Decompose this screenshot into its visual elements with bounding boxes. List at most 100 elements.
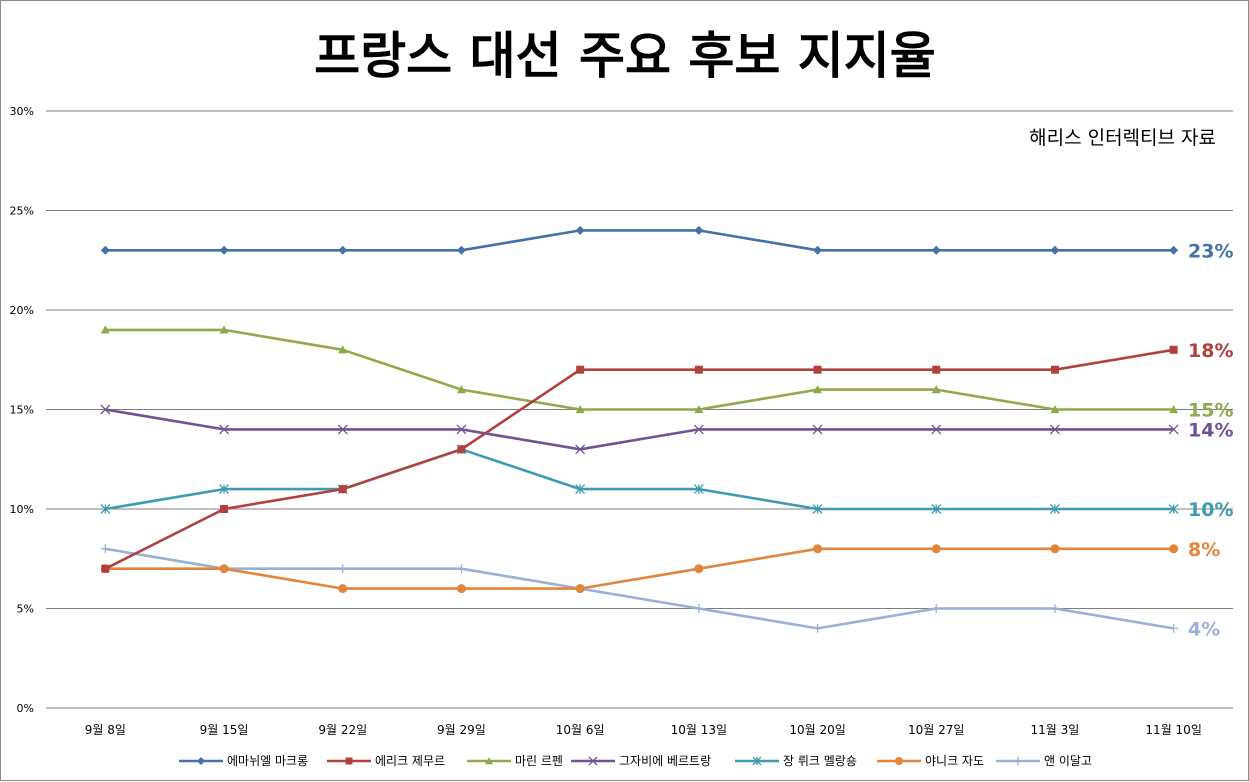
- legend-item: 야니크 자도: [877, 754, 984, 768]
- legend-label: 장 뤼크 멜랑숑: [783, 754, 857, 768]
- data-point: [575, 584, 585, 594]
- data-point: [1050, 405, 1060, 414]
- end-value-label: 23%: [1188, 240, 1233, 262]
- y-tick-label: 0%: [17, 702, 34, 715]
- series-line: [105, 408, 1174, 451]
- series-4: [100, 404, 1179, 455]
- data-point: [456, 385, 466, 394]
- data-point: [219, 424, 230, 435]
- legend-item: 마린 르펜: [467, 754, 563, 768]
- x-tick-label: 10월 27일: [908, 723, 964, 737]
- data-point: [1014, 757, 1022, 765]
- legend-label: 에마뉘엘 마크롱: [227, 754, 308, 768]
- data-point: [100, 325, 110, 334]
- y-tick-label: 30%: [10, 105, 34, 118]
- series-2: [101, 345, 1178, 573]
- data-point: [752, 756, 762, 766]
- data-point: [588, 756, 598, 766]
- data-point: [101, 564, 110, 573]
- end-labels: 4% 8% 10% 14%15% 18% 23%: [1188, 240, 1233, 640]
- data-point: [338, 564, 348, 574]
- series-1: [100, 225, 1179, 255]
- series-line: [105, 447, 1174, 511]
- data-point: [932, 365, 941, 374]
- series-group: [100, 225, 1179, 633]
- data-point: [693, 424, 704, 435]
- data-point: [895, 757, 903, 765]
- end-value-label: 18%: [1188, 340, 1233, 362]
- x-tick-label: 11월 3일: [1031, 723, 1080, 737]
- data-point: [812, 424, 823, 435]
- data-point: [694, 225, 704, 235]
- data-point: [931, 245, 941, 255]
- x-tick-label: 9월 22일: [318, 723, 367, 737]
- data-point: [100, 544, 110, 554]
- data-point: [219, 564, 229, 574]
- data-point: [220, 505, 229, 513]
- legend: 에마뉘엘 마크롱 에리크 제무르 마린 르펜 그자비에 베르트랑 장 뤼크 멜랑숑 야니크…: [179, 754, 1092, 768]
- data-point: [1169, 623, 1179, 633]
- data-point: [575, 484, 586, 495]
- data-point: [813, 365, 822, 374]
- legend-item: 그자비에 베르트랑: [571, 754, 711, 768]
- data-point: [813, 385, 823, 394]
- x-tick-label: 10월 6일: [556, 723, 605, 737]
- end-value-label: 8%: [1188, 539, 1220, 561]
- data-point: [694, 604, 704, 613]
- data-point: [1169, 245, 1179, 255]
- end-value-label: 15%: [1188, 400, 1233, 422]
- data-point: [931, 424, 942, 435]
- data-point: [345, 757, 353, 765]
- y-tick-label: 5%: [17, 603, 34, 616]
- series-line: [105, 547, 1174, 590]
- data-point: [219, 245, 229, 255]
- data-point: [1169, 345, 1178, 354]
- data-point: [813, 623, 823, 633]
- source-note: 해리스 인터렉티브 자료: [1029, 127, 1216, 149]
- x-axis: 9월 8일 9월 15일 9월 22일 9월 29일 10월 6일 10월 13일 10월 …: [85, 723, 1202, 737]
- data-point: [338, 584, 348, 594]
- data-point: [575, 405, 585, 414]
- data-point: [219, 484, 230, 495]
- data-point: [694, 564, 704, 574]
- data-point: [1050, 544, 1060, 554]
- gridlines: [46, 110, 1233, 709]
- x-tick-label: 9월 15일: [200, 723, 249, 737]
- data-point: [1049, 424, 1060, 435]
- data-point: [456, 564, 466, 574]
- end-value-label: 4%: [1188, 618, 1220, 640]
- data-point: [485, 757, 493, 765]
- series-line: [105, 547, 1174, 630]
- legend-label: 마린 르펜: [515, 754, 563, 768]
- data-point: [1169, 405, 1179, 414]
- series-line: [105, 328, 1174, 411]
- data-point: [100, 245, 110, 255]
- data-point: [813, 544, 823, 554]
- data-point: [1168, 424, 1179, 435]
- data-point: [100, 404, 111, 415]
- data-point: [456, 245, 466, 255]
- data-point: [1169, 544, 1179, 554]
- legend-label: 에리크 제무르: [375, 754, 445, 768]
- y-tick-label: 10%: [10, 503, 34, 516]
- legend-label: 앤 이달고: [1044, 754, 1092, 768]
- y-axis: 0% 5% 10% 15% 20% 25% 30%: [10, 105, 34, 715]
- data-point: [338, 345, 348, 354]
- data-point: [693, 484, 704, 495]
- end-value-label: 10%: [1188, 499, 1233, 521]
- series-line: [105, 229, 1174, 252]
- data-point: [1050, 365, 1059, 374]
- data-point: [338, 245, 348, 255]
- legend-item: 장 뤼크 멜랑숑: [735, 754, 857, 768]
- y-tick-label: 25%: [10, 205, 34, 218]
- data-point: [575, 225, 585, 235]
- data-point: [931, 544, 941, 554]
- data-point: [337, 424, 348, 435]
- end-value-label: 14%: [1188, 419, 1233, 441]
- legend-item: 앤 이달고: [996, 754, 1092, 768]
- x-tick-label: 9월 8일: [85, 723, 126, 737]
- data-point: [1049, 504, 1060, 514]
- series-line: [104, 348, 1174, 570]
- y-tick-label: 15%: [10, 404, 34, 417]
